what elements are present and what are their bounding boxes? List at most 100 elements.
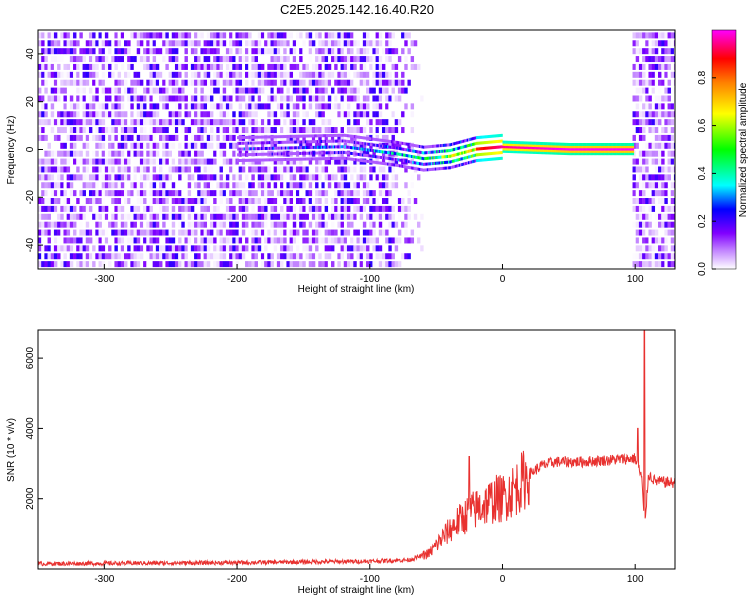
heatmap-cell: [197, 245, 201, 252]
heatmap-cell: [108, 213, 112, 220]
heatmap-cell: [168, 237, 172, 244]
heatmap-cell: [251, 127, 255, 134]
heatmap-cell: [104, 103, 109, 110]
heatmap-cell: [146, 166, 150, 173]
heatmap-cell: [241, 119, 246, 126]
heatmap-cell: [57, 111, 61, 118]
heatmap-cell: [225, 221, 230, 228]
ridge-cell: [605, 149, 608, 153]
heatmap-cell: [206, 142, 211, 149]
heatmap-cell: [295, 182, 300, 189]
heatmap-cell: [206, 205, 211, 212]
heatmap-cell: [178, 32, 182, 39]
heatmap-cell: [57, 229, 61, 236]
ridge-cell: [271, 146, 274, 150]
heatmap-cell: [280, 103, 284, 110]
heatmap-cell: [139, 166, 144, 173]
heatmap-cell: [206, 245, 211, 252]
heatmap-cell: [292, 261, 297, 268]
heatmap-cell: [248, 32, 252, 39]
ridge-cell: [393, 163, 396, 167]
heatmap-cell: [184, 261, 188, 268]
heatmap-cell: [642, 198, 646, 205]
heatmap-cell: [57, 71, 61, 78]
ridge-cell: [531, 143, 534, 147]
heatmap-cell: [645, 261, 649, 268]
ridge-cell: [448, 149, 450, 153]
heatmap-cell: [225, 103, 230, 110]
heatmap-cell: [343, 56, 348, 63]
heatmap-cell: [346, 182, 351, 189]
heatmap-cell: [181, 158, 185, 165]
ridge-cell: [422, 168, 425, 172]
heatmap-cell: [318, 95, 322, 102]
ridge-cell: [519, 143, 522, 147]
heatmap-cell: [69, 221, 74, 228]
heatmap-cell: [362, 63, 367, 70]
heatmap-cell: [178, 63, 182, 70]
heatmap-cell: [235, 87, 239, 94]
heatmap-cell: [397, 205, 402, 212]
heatmap-cell: [127, 158, 131, 165]
ridge-cell: [620, 142, 623, 146]
heatmap-cell: [95, 142, 99, 149]
heatmap-cell: [340, 213, 344, 220]
heatmap-cell: [146, 95, 150, 102]
heatmap-cell: [60, 87, 64, 94]
heatmap-cell: [47, 213, 51, 220]
ridge-cell: [369, 154, 372, 158]
ridge-cell: [341, 145, 344, 149]
heatmap-cell: [670, 190, 675, 197]
heatmap-cell: [670, 150, 675, 157]
heatmap-cell: [136, 103, 141, 110]
ridge-cell: [325, 157, 328, 161]
heatmap-cell: [101, 79, 106, 86]
heatmap-cell: [324, 158, 329, 165]
heatmap-cell: [117, 190, 122, 197]
heatmap-cell: [120, 134, 125, 141]
heatmap-cell: [337, 213, 341, 220]
heatmap-cell: [232, 79, 236, 86]
heatmap-cell: [315, 134, 319, 141]
heatmap-cell: [57, 166, 61, 173]
ridge-cell: [307, 151, 309, 155]
heatmap-cell: [270, 158, 274, 165]
heatmap-cell: [632, 190, 636, 197]
heatmap-cell: [38, 119, 42, 126]
heatmap-cell: [44, 261, 48, 268]
heatmap-cell: [219, 127, 223, 134]
heatmap-cell: [315, 79, 319, 86]
heatmap-cell: [302, 213, 306, 220]
ridge-cell: [628, 149, 631, 153]
ridge-cell: [372, 143, 375, 147]
heatmap-cell: [41, 158, 45, 165]
ridge-cell: [604, 145, 607, 149]
heatmap-cell: [350, 32, 354, 39]
heatmap-cell: [181, 213, 185, 220]
heatmap-cell: [661, 158, 665, 165]
ridge-cell: [310, 140, 312, 144]
heatmap-cell: [38, 198, 42, 205]
heatmap-cell: [200, 142, 204, 149]
heatmap-cell: [245, 205, 249, 212]
heatmap-cell: [60, 150, 64, 157]
ridge-cell: [543, 142, 546, 146]
ridge-cell: [564, 145, 567, 149]
heatmap-cell: [57, 56, 61, 63]
heatmap-cell: [366, 56, 370, 63]
heatmap-cell: [209, 229, 214, 236]
heatmap-cell: [117, 111, 122, 118]
heatmap-cell: [642, 158, 646, 165]
ridge-cell: [394, 140, 397, 144]
heatmap-cell: [162, 213, 166, 220]
heatmap-cell: [251, 103, 255, 110]
heatmap-cell: [73, 190, 77, 197]
ridge-cell: [574, 152, 576, 156]
ridge-cell: [323, 145, 325, 149]
ridge-cell: [440, 144, 442, 148]
ridge-cell: [290, 152, 292, 156]
heatmap-cell: [397, 198, 402, 205]
ridge-cell: [259, 152, 262, 156]
heatmap-cell: [276, 190, 281, 197]
heatmap-cell: [197, 253, 201, 260]
